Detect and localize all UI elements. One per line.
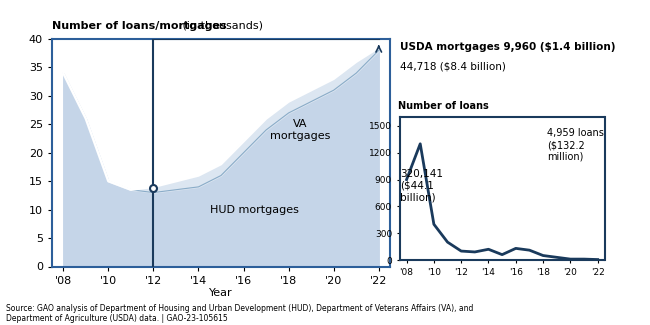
Text: VA
mortgages: VA mortgages bbox=[270, 119, 330, 141]
Text: Number of loans: Number of loans bbox=[398, 101, 488, 111]
Text: 44,718 ($8.4 billion): 44,718 ($8.4 billion) bbox=[400, 62, 506, 72]
Text: HUD mortgages: HUD mortgages bbox=[211, 205, 299, 214]
Text: USDA mortgages 9,960 ($1.4 billion): USDA mortgages 9,960 ($1.4 billion) bbox=[400, 42, 616, 52]
X-axis label: Year: Year bbox=[209, 288, 233, 298]
Text: Number of loans/mortgages: Number of loans/mortgages bbox=[52, 21, 227, 31]
Text: (in thousands): (in thousands) bbox=[179, 21, 263, 31]
Text: HUD personal property loans: HUD personal property loans bbox=[417, 101, 588, 111]
Text: 4,959 loans
($132.2
million): 4,959 loans ($132.2 million) bbox=[547, 128, 604, 162]
Text: 320,141
($44.1
billion): 320,141 ($44.1 billion) bbox=[400, 169, 443, 202]
Text: Source: GAO analysis of Department of Housing and Urban Development (HUD), Depar: Source: GAO analysis of Department of Ho… bbox=[6, 304, 474, 323]
